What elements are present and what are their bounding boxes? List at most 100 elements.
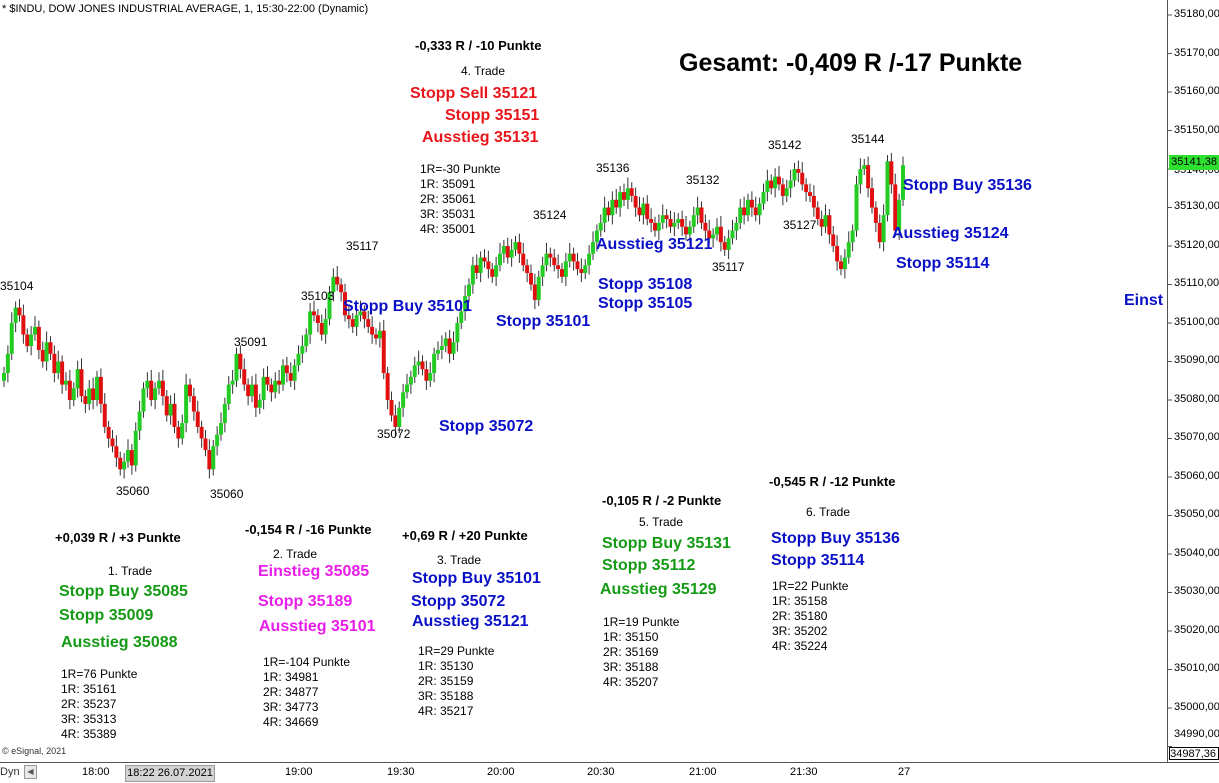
candle-body (622, 192, 626, 200)
candle-body (672, 222, 677, 227)
trade-5-order: Stopp 35112 (602, 557, 696, 574)
candle-body (397, 407, 402, 427)
y-tick-label: 34990,00 (1174, 728, 1219, 740)
last-price-badge: 35141,38 (1169, 155, 1219, 170)
candle-body (734, 222, 739, 231)
y-min-label: 34987,36 (1169, 747, 1219, 760)
candle-body (79, 369, 84, 397)
order-label: Stopp Buy 35101 (343, 298, 472, 315)
candle-body (145, 380, 150, 389)
candle-body (742, 207, 747, 216)
trade-4-plan: 1R=-30 Punkte 1R: 35091 2R: 35061 3R: 35… (420, 162, 501, 236)
dynamic-mode-label[interactable]: Dyn (0, 766, 20, 778)
candle-body (288, 373, 293, 381)
candle-body (207, 450, 212, 470)
candle-body (645, 203, 650, 220)
trade-2-result: -0,154 R / -16 Punkte (245, 522, 372, 537)
candle-body (215, 434, 220, 447)
candle-body (862, 165, 867, 169)
candle-body (718, 226, 723, 243)
candle-body (296, 353, 301, 366)
candle-body (494, 265, 499, 277)
candle-body (393, 415, 398, 427)
candle-body (792, 169, 797, 181)
y-tick-label: 35020,00 (1174, 624, 1219, 636)
candle-body (327, 292, 332, 320)
candle-body (761, 192, 766, 204)
candle-body (583, 265, 588, 273)
candle-body (509, 249, 514, 258)
candle-body (749, 199, 754, 208)
candle-body (831, 234, 836, 246)
candle-body (571, 253, 576, 262)
trade-6-order: Stopp Buy 35136 (771, 530, 900, 547)
trade-1-plan: 1R=76 Punkte 1R: 35161 2R: 35237 3R: 353… (61, 667, 138, 741)
candle-body (699, 207, 704, 223)
order-label: Ausstieg 35124 (892, 225, 1009, 242)
candle-body (850, 230, 855, 243)
candle-body (780, 184, 785, 196)
total-result: Gesamt: -0,409 R /-17 Punkte (679, 49, 1023, 77)
trade-2-order: Ausstieg 35101 (259, 618, 376, 635)
trade-1-name: 1. Trade (108, 564, 153, 578)
candle-body (575, 261, 580, 270)
candle-body (48, 342, 53, 354)
trade-1-order: Ausstieg 35088 (61, 634, 178, 651)
price-label: 35142 (768, 138, 802, 152)
candle-body (25, 334, 30, 347)
candle-body (467, 284, 471, 297)
candle-body (684, 226, 688, 235)
candle-body (629, 188, 634, 196)
trade-6-name: 6. Trade (806, 505, 851, 519)
candle-body (277, 380, 282, 385)
candle-body (374, 334, 378, 339)
candle-body (548, 253, 553, 258)
candle-body (122, 461, 127, 470)
trade-5-order: Stopp Buy 35131 (602, 535, 731, 552)
candle-body (885, 161, 890, 216)
candle-body (602, 207, 607, 223)
price-label: 35060 (210, 487, 244, 501)
candle-body (746, 199, 750, 216)
candle-body (222, 403, 227, 424)
candle-body (304, 334, 309, 347)
price-label: 35103 (301, 289, 335, 303)
price-label: 35091 (234, 335, 268, 349)
trade-5-result: -0,105 R / -2 Punkte (602, 493, 722, 508)
candle-body (796, 169, 801, 173)
price-label: 35104 (0, 279, 34, 293)
candle-body (846, 242, 851, 258)
candle-body (525, 265, 530, 273)
candle-body (377, 330, 382, 339)
scroll-left-icon[interactable]: ◀ (24, 765, 37, 779)
candle-body (219, 423, 223, 435)
candle-body (17, 307, 22, 316)
candle-body (556, 265, 561, 270)
trade-6-result: -0,545 R / -12 Punkte (769, 474, 896, 489)
candle-body (610, 199, 615, 216)
candle-body (765, 180, 770, 193)
candle-body (331, 276, 336, 293)
candle-body (250, 384, 254, 397)
candle-body (722, 242, 727, 250)
candle-body (137, 411, 142, 431)
candle-body (350, 319, 355, 327)
candle-body (265, 376, 270, 385)
trade-4-name: 4. Trade (461, 64, 506, 78)
y-tick-label: 35150,00 (1174, 124, 1219, 136)
candle-body (300, 346, 305, 354)
candle-body (633, 195, 638, 208)
candle-body (129, 450, 134, 466)
candle-body (64, 380, 68, 385)
candle-body (707, 230, 712, 239)
trade-4-order: Stopp Sell 35121 (410, 85, 538, 102)
candle-body (149, 380, 154, 400)
trade-4-result: -0,333 R / -10 Punkte (415, 38, 542, 53)
candle-body (164, 396, 169, 416)
candle-body (106, 426, 111, 439)
candle-body (184, 384, 189, 424)
y-tick-label: 35030,00 (1174, 585, 1219, 597)
candle-body (358, 311, 363, 316)
trade-3-order: Stopp Buy 35101 (412, 570, 541, 587)
candle-body (91, 388, 96, 400)
